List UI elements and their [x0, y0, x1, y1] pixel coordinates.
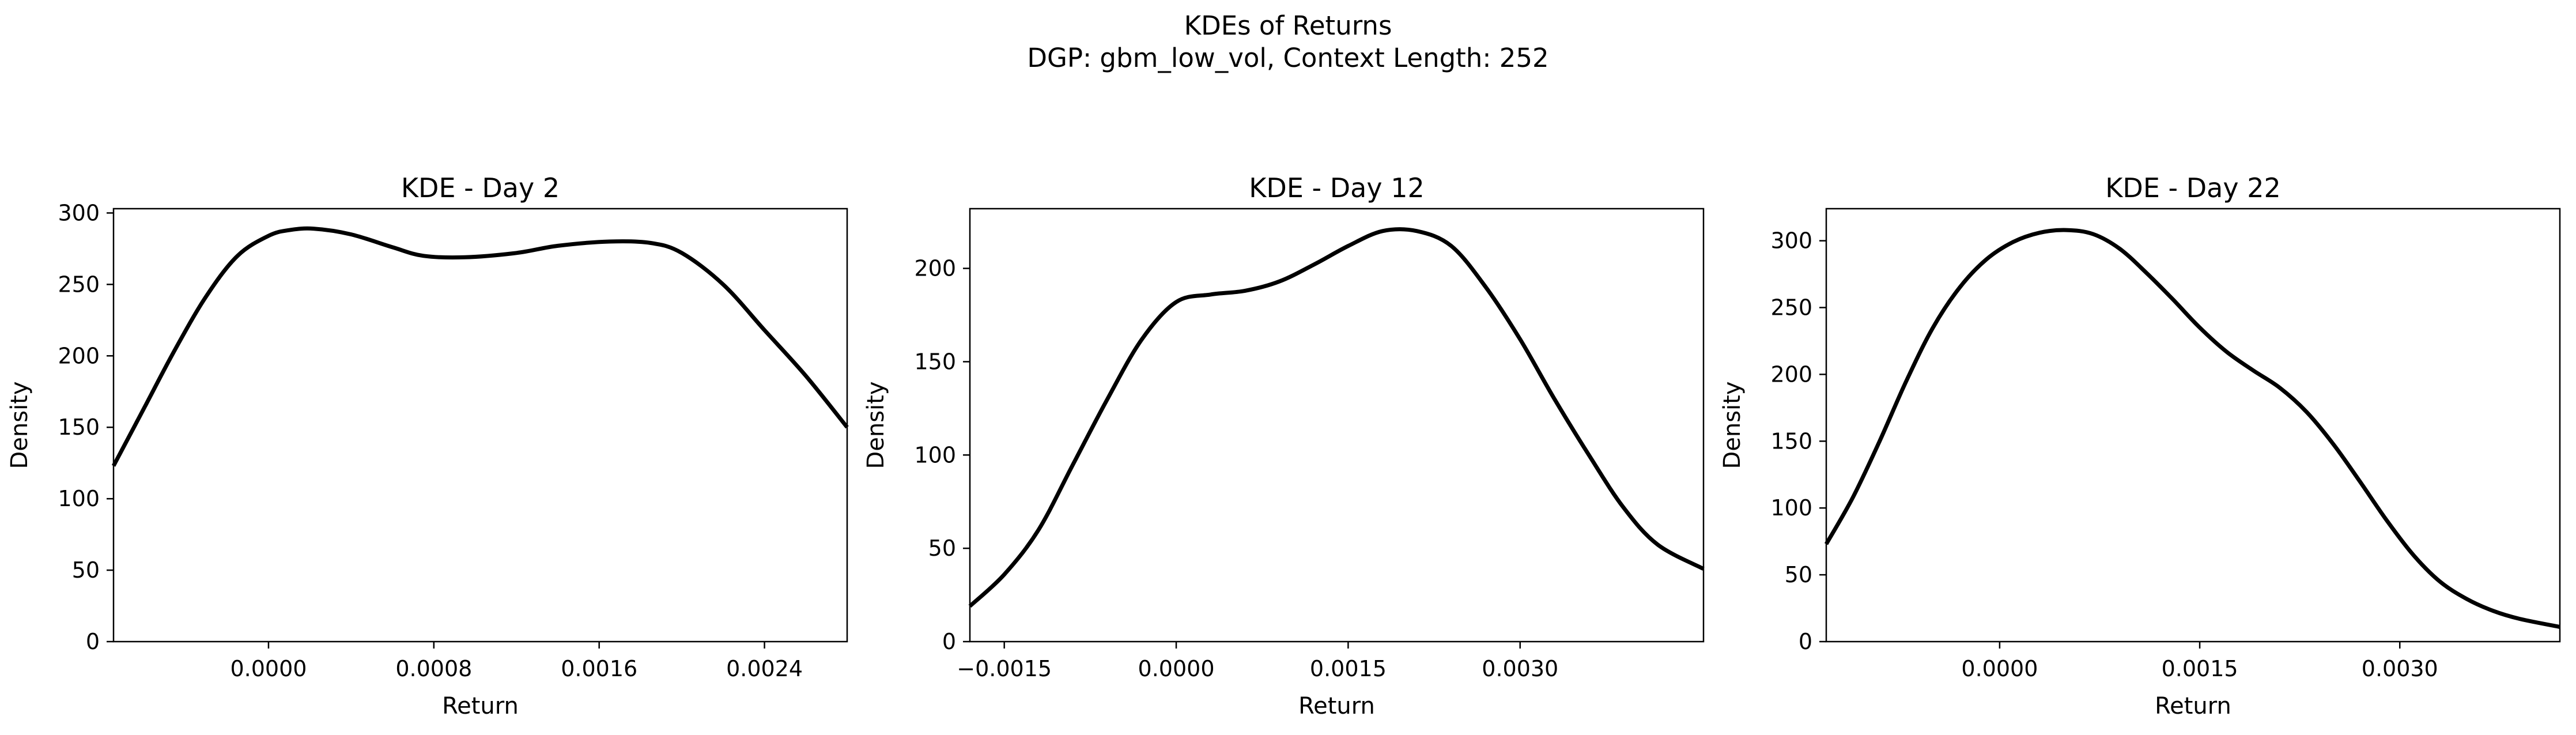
chart-3-x-tick-label: 0.0030 — [2362, 656, 2438, 681]
chart-3-y-tick-label: 50 — [1785, 562, 1812, 587]
chart-3-y-tick-label: 300 — [1770, 228, 1812, 254]
chart-3-y-tick-label: 250 — [1770, 295, 1812, 321]
chart-1-y-axis-label: Density — [6, 381, 33, 469]
chart-1-y-tick-label: 250 — [58, 272, 100, 297]
chart-2-y-tick-label: 100 — [914, 442, 956, 468]
chart-1-x-tick-label: 0.0000 — [230, 656, 307, 681]
chart-1-y-tick-label: 150 — [58, 414, 100, 440]
chart-2-y-tick-label: 50 — [928, 536, 956, 561]
chart-3-y-tick-label: 0 — [1799, 629, 1812, 654]
chart-3-kde-line-1 — [1824, 228, 2560, 629]
chart-1-x-axis-label: Return — [442, 693, 519, 719]
chart-1-kde-line-1 — [111, 226, 849, 467]
chart-2-kde-line-1 — [968, 227, 1705, 608]
chart-1-y-tick-label: 300 — [58, 200, 100, 225]
chart-2-title: KDE - Day 12 — [1249, 172, 1424, 203]
chart-3-y-tick-label: 200 — [1770, 361, 1812, 387]
chart-2-x-tick-label: 0.0000 — [1138, 656, 1215, 681]
chart-3-title: KDE - Day 22 — [2105, 172, 2280, 203]
chart-1-y-tick-label: 200 — [58, 343, 100, 368]
chart-2-y-tick-label: 200 — [914, 256, 956, 281]
chart-3-y-tick-label: 100 — [1770, 495, 1812, 521]
chart-2-x-tick-label: 0.0015 — [1310, 656, 1387, 681]
chart-1-y-tick-label: 0 — [86, 629, 100, 654]
chart-2-y-tick-label: 0 — [942, 629, 956, 654]
chart-1-y-tick-label: 100 — [58, 486, 100, 511]
chart-3-x-axis-label: Return — [2155, 693, 2231, 719]
chart-2-y-tick-label: 150 — [914, 349, 956, 374]
chart-2-axes-frame — [969, 208, 1705, 643]
chart-1-x-tick-label: 0.0008 — [395, 656, 472, 681]
figure-title: KDEs of Returns — [1184, 10, 1392, 41]
chart-2-x-tick-label: −0.0015 — [957, 656, 1052, 681]
chart-3-y-axis-label: Density — [1719, 381, 1746, 469]
figure-subtitle: DGP: gbm_low_vol, Context Length: 252 — [1027, 43, 1549, 73]
chart-1-x-tick-label: 0.0024 — [726, 656, 803, 681]
chart-1-axes-frame — [112, 208, 848, 643]
chart-3-x-tick-label: 0.0015 — [2162, 656, 2238, 681]
chart-3-axes-frame — [1825, 208, 2561, 643]
chart-1-title: KDE - Day 2 — [401, 172, 560, 203]
chart-3-x-tick-label: 0.0000 — [1961, 656, 2038, 681]
chart-1-y-tick-label: 50 — [72, 557, 100, 583]
chart-1-x-tick-label: 0.0016 — [561, 656, 637, 681]
chart-2-y-axis-label: Density — [863, 381, 889, 469]
chart-2-x-tick-label: 0.0030 — [1482, 656, 1558, 681]
chart-3-y-tick-label: 150 — [1770, 428, 1812, 454]
chart-2-x-axis-label: Return — [1298, 693, 1375, 719]
